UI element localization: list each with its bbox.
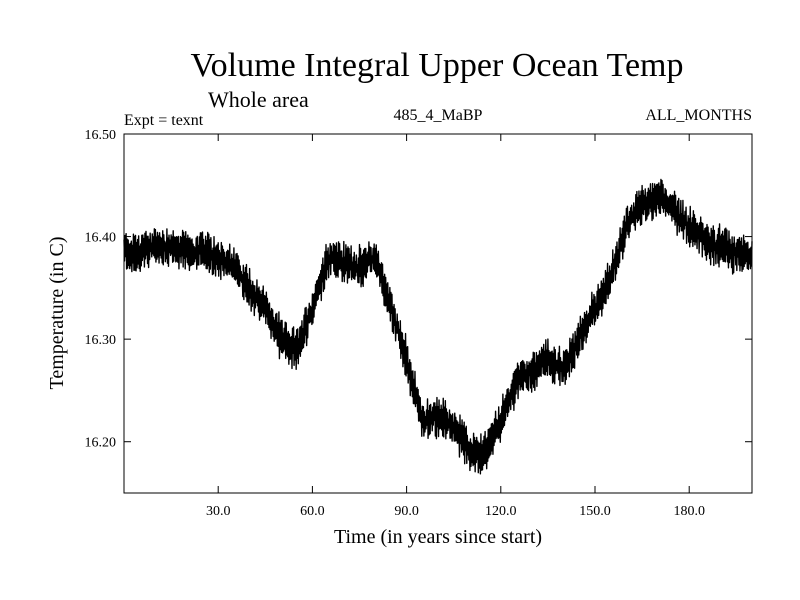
y-tick-label-0: 16.20 (85, 436, 117, 451)
plot-frame (123, 133, 753, 494)
y-axis-label: Temperature (in C) (46, 237, 68, 390)
x-tick-label-4: 150.0 (579, 504, 611, 519)
y-axis: 16.20 16.30 16.40 16.50 (85, 128, 752, 451)
x-tick-label-3: 120.0 (485, 504, 517, 519)
y-tick-label-1: 16.30 (85, 333, 117, 348)
y-tick-label-3: 16.50 (85, 128, 117, 143)
x-tick-label-1: 60.0 (300, 504, 325, 519)
chart-subtitle: Whole area (208, 87, 309, 112)
x-axis: 30.0 60.0 90.0 120.0 150.0 180.0 (206, 134, 705, 519)
x-tick-label-0: 30.0 (206, 504, 231, 519)
chart-title: Volume Integral Upper Ocean Temp (191, 47, 684, 84)
months-label: ALL_MONTHS (645, 107, 752, 124)
x-tick-label-5: 180.0 (673, 504, 705, 519)
run-label: 485_4_MaBP (394, 107, 483, 124)
x-tick-label-2: 90.0 (394, 504, 419, 519)
series-line (123, 178, 753, 475)
x-axis-label: Time (in years since start) (334, 526, 542, 548)
experiment-label: Expt = texnt (124, 112, 204, 129)
y-tick-label-2: 16.40 (85, 231, 117, 246)
